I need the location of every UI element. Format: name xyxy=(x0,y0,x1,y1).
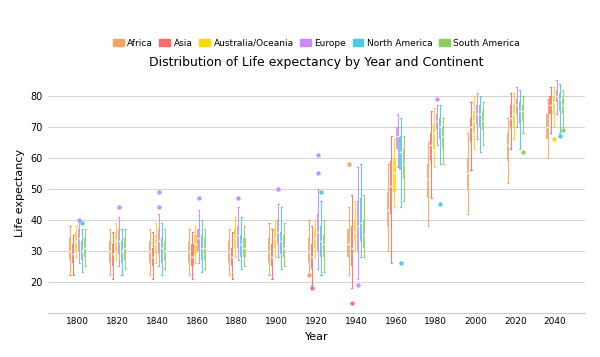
Bar xyxy=(78,229,80,251)
Bar xyxy=(72,245,74,263)
Bar xyxy=(403,149,404,180)
Bar xyxy=(84,238,86,257)
Bar xyxy=(197,229,200,251)
Bar xyxy=(158,229,160,254)
Bar xyxy=(317,213,319,251)
Legend: Africa, Asia, Australia/Oceania, Europe, North America, South America: Africa, Asia, Australia/Oceania, Europe,… xyxy=(110,36,523,50)
Bar xyxy=(237,226,239,248)
Bar xyxy=(314,229,316,248)
Bar xyxy=(439,117,442,139)
Bar xyxy=(152,248,154,266)
Bar xyxy=(194,235,197,254)
Bar xyxy=(311,245,313,269)
Bar xyxy=(188,241,190,263)
Bar xyxy=(430,133,432,161)
Bar xyxy=(556,90,558,102)
Bar xyxy=(271,245,273,266)
Bar xyxy=(244,238,245,257)
Bar xyxy=(547,115,548,139)
Bar xyxy=(510,105,512,127)
Bar xyxy=(228,241,230,263)
X-axis label: Year: Year xyxy=(305,332,328,342)
Bar xyxy=(149,241,151,263)
Bar xyxy=(516,99,518,115)
Y-axis label: Life expectancy: Life expectancy xyxy=(15,149,25,237)
Bar xyxy=(387,192,389,226)
Bar xyxy=(397,127,398,149)
Title: Distribution of Life expectancy by Year and Continent: Distribution of Life expectancy by Year … xyxy=(149,56,484,69)
Bar xyxy=(115,232,117,251)
Bar xyxy=(234,229,236,248)
Bar xyxy=(562,99,564,115)
Bar xyxy=(470,117,472,142)
Bar xyxy=(467,158,469,189)
Bar xyxy=(363,220,365,248)
Bar xyxy=(427,164,429,198)
Bar xyxy=(161,238,163,263)
Bar xyxy=(81,241,83,260)
Bar xyxy=(241,235,242,257)
Bar xyxy=(274,229,276,248)
Bar xyxy=(118,229,120,254)
Bar xyxy=(356,201,359,251)
Bar xyxy=(231,248,233,266)
Bar xyxy=(359,198,362,241)
Bar xyxy=(436,115,439,130)
Bar xyxy=(482,111,484,130)
Bar xyxy=(553,96,555,115)
Bar xyxy=(191,245,194,266)
Bar xyxy=(513,105,515,127)
Bar xyxy=(550,96,551,115)
Bar xyxy=(75,232,77,251)
Bar xyxy=(308,238,310,263)
Bar xyxy=(124,238,126,260)
Bar xyxy=(506,133,509,161)
Bar xyxy=(112,245,114,266)
Bar xyxy=(280,232,282,254)
Bar xyxy=(323,235,325,257)
Bar xyxy=(268,238,270,263)
Bar xyxy=(69,238,71,260)
Bar xyxy=(394,158,395,192)
Bar xyxy=(442,127,445,149)
Bar xyxy=(473,111,475,133)
Bar xyxy=(283,235,286,257)
Bar xyxy=(109,241,111,263)
Bar xyxy=(350,226,353,266)
Bar xyxy=(121,241,123,263)
Bar xyxy=(164,241,166,260)
Bar xyxy=(519,102,521,124)
Bar xyxy=(400,136,401,170)
Bar xyxy=(433,124,436,149)
Bar xyxy=(522,105,524,121)
Bar xyxy=(353,220,356,241)
Bar xyxy=(155,235,157,254)
Bar xyxy=(479,105,481,127)
Bar xyxy=(200,235,203,260)
Bar xyxy=(347,229,350,257)
Bar xyxy=(277,220,279,245)
Bar xyxy=(476,105,478,124)
Bar xyxy=(320,226,322,257)
Bar xyxy=(203,238,206,260)
Bar xyxy=(559,93,561,111)
Bar xyxy=(391,161,392,213)
